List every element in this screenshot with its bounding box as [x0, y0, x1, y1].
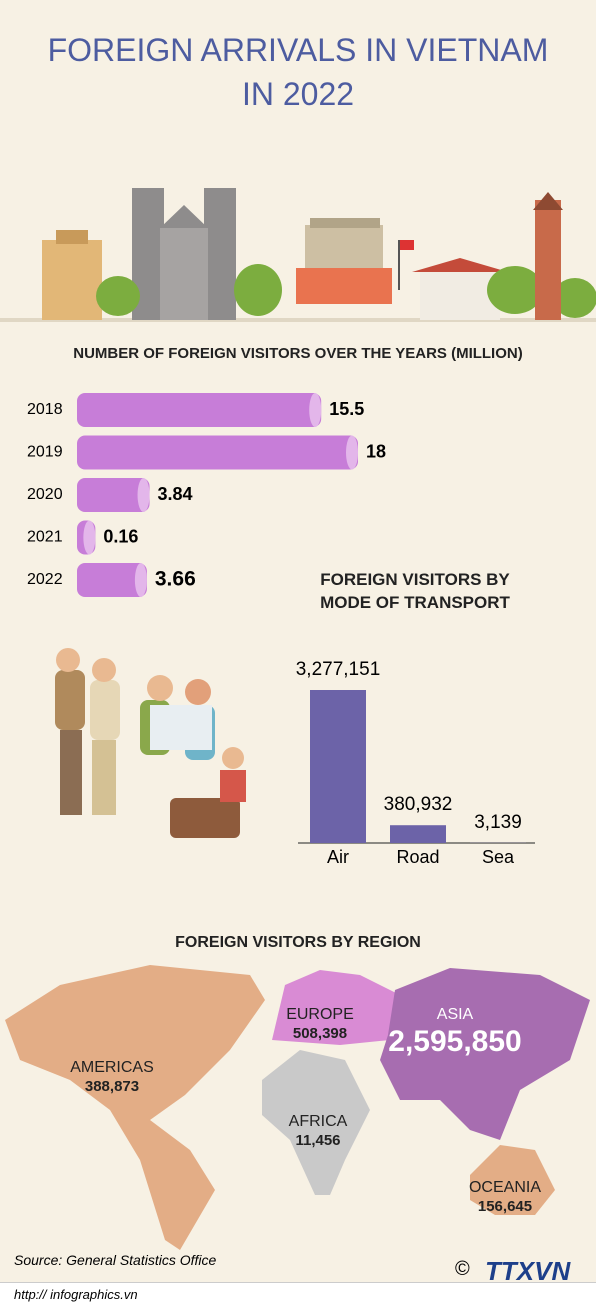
y-tick-label: 2018: [27, 401, 63, 418]
title: FOREIGN ARRIVALS IN VIETNAM IN 2022: [47, 32, 549, 112]
bar-cap: [137, 478, 150, 512]
bar: [77, 478, 150, 512]
value-label: 3.84: [158, 484, 193, 504]
x-tick-label: Sea: [482, 847, 515, 867]
value-label: 0.16: [103, 526, 138, 546]
value-label: 388,873: [85, 1078, 139, 1095]
bar-cap: [346, 435, 358, 470]
region-name: AFRICA: [289, 1113, 348, 1130]
bar-cap: [83, 520, 96, 555]
bar: [77, 563, 147, 597]
region-name: AMERICAS: [70, 1059, 154, 1076]
value-label: 2,595,850: [388, 1025, 521, 1058]
x-tick-label: Air: [327, 847, 349, 867]
chart-title: NUMBER OF FOREIGN VISITORS OVER THE YEAR…: [73, 345, 523, 362]
bar: [390, 825, 446, 843]
value-label: 11,456: [295, 1132, 340, 1149]
bar: [310, 690, 366, 843]
region-name: EUROPE: [286, 1006, 354, 1023]
chart-title: FOREIGN VISITORS BY REGION: [175, 934, 421, 951]
region: [272, 970, 400, 1045]
source: Source: General Statistics Office: [14, 1252, 217, 1268]
y-tick-label: 2021: [27, 529, 63, 546]
chart-title: FOREIGN VISITORS BY MODE OF TRANSPORT: [320, 570, 510, 612]
url: http:// infographics.vn: [14, 1287, 138, 1302]
region-name: OCEANIA: [469, 1179, 541, 1196]
copyright-icon: ©: [455, 1258, 470, 1280]
value-label: 15.5: [329, 399, 364, 419]
logo: TTXVN: [485, 1256, 571, 1286]
region: [262, 1050, 370, 1195]
y-tick-label: 2022: [27, 571, 63, 588]
value-label: 18: [366, 441, 386, 461]
bar-cap: [134, 563, 147, 597]
value-label: 508,398: [293, 1025, 347, 1042]
value-label: 380,932: [384, 794, 453, 815]
x-tick-label: Road: [396, 847, 439, 867]
region-name: ASIA: [437, 1006, 474, 1023]
skyline: [0, 188, 596, 322]
y-tick-label: 2020: [27, 486, 63, 503]
value-label: 3,139: [474, 812, 522, 833]
value-label: 3,277,151: [296, 659, 381, 680]
travelers: [55, 648, 246, 838]
bar: [77, 393, 322, 427]
region: [5, 965, 265, 1250]
value-label: 156,645: [478, 1198, 532, 1215]
y-tick-label: 2019: [27, 444, 63, 461]
bar: [77, 435, 358, 470]
region: [470, 1145, 555, 1215]
value-label: 3.66: [155, 568, 196, 591]
bar-cap: [309, 393, 322, 427]
region: [380, 968, 590, 1140]
